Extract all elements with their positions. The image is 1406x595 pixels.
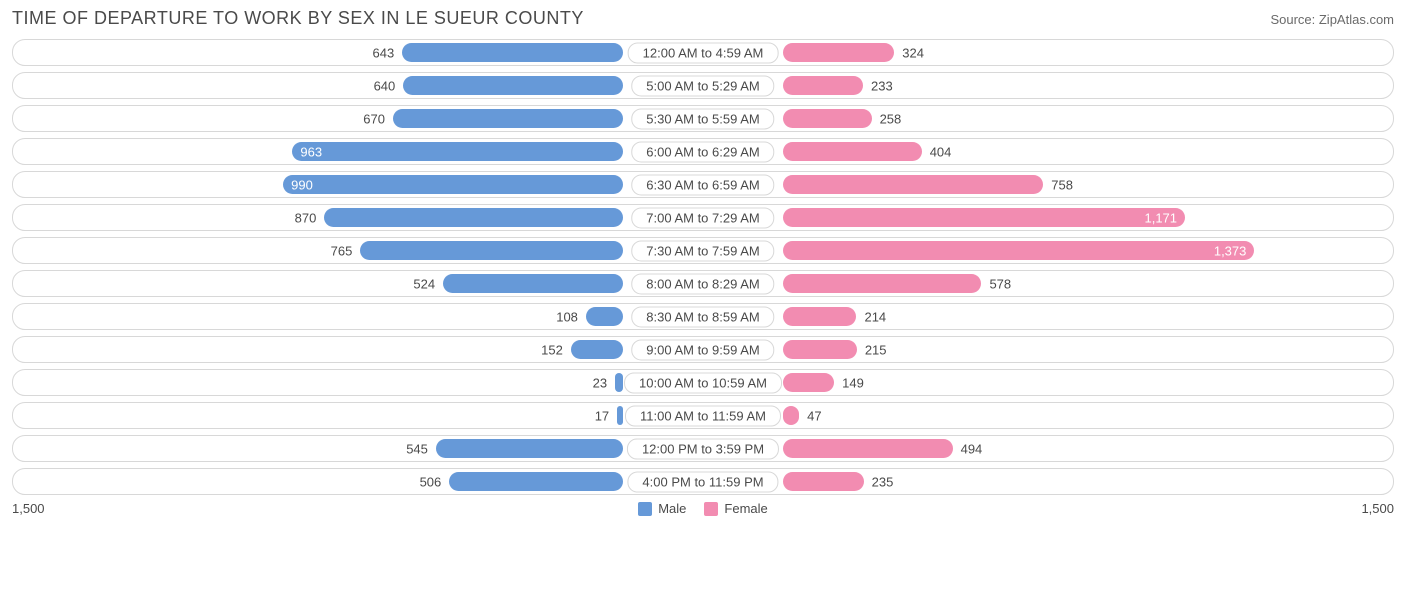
chart-header: TIME OF DEPARTURE TO WORK BY SEX IN LE S… [12,8,1394,29]
row-label: 5:30 AM to 5:59 AM [631,108,774,129]
bar-female [783,274,981,293]
axis-max-left: 1,500 [12,501,45,516]
chart-row: 545 494 12:00 PM to 3:59 PM [12,435,1394,462]
axis-max-right: 1,500 [1361,501,1394,516]
value-male: 640 [374,78,396,93]
value-male: 506 [420,474,442,489]
chart-row: 963 404 6:00 AM to 6:29 AM [12,138,1394,165]
value-male: 23 [593,375,607,390]
bar-male [402,43,623,62]
value-female: 404 [930,144,952,159]
value-male: 990 [291,177,313,192]
value-male: 765 [331,243,353,258]
value-female: 494 [961,441,983,456]
value-female: 758 [1051,177,1073,192]
value-male: 524 [413,276,435,291]
chart-row: 152 215 9:00 AM to 9:59 AM [12,336,1394,363]
value-female: 578 [989,276,1011,291]
value-female: 233 [871,78,893,93]
value-female: 324 [902,45,924,60]
diverging-bar-chart: 643 324 12:00 AM to 4:59 AM 640 233 5:00 AM t… [12,39,1394,495]
bar-male [571,340,623,359]
legend: Male Female [638,501,768,516]
chart-row: 765 1,373 7:30 AM to 7:59 AM [12,237,1394,264]
chart-title: TIME OF DEPARTURE TO WORK BY SEX IN LE S… [12,8,584,29]
chart-row: 640 233 5:00 AM to 5:29 AM [12,72,1394,99]
value-male: 545 [406,441,428,456]
bar-female [783,76,863,95]
bar-female [783,208,1185,227]
bar-female [783,439,953,458]
bar-male [443,274,623,293]
bar-male [360,241,623,260]
bar-male [436,439,623,458]
value-male: 670 [363,111,385,126]
value-female: 47 [807,408,821,423]
bar-female [783,307,856,326]
row-label: 7:00 AM to 7:29 AM [631,207,774,228]
bar-male [403,76,623,95]
chart-row: 670 258 5:30 AM to 5:59 AM [12,105,1394,132]
bar-female [783,373,834,392]
bar-female [783,175,1043,194]
row-label: 7:30 AM to 7:59 AM [631,240,774,261]
chart-row: 506 235 4:00 PM to 11:59 PM [12,468,1394,495]
row-label: 8:00 AM to 8:29 AM [631,273,774,294]
row-label: 12:00 PM to 3:59 PM [627,438,779,459]
row-label: 11:00 AM to 11:59 AM [625,405,781,426]
bar-male [615,373,623,392]
bar-male [324,208,623,227]
legend-label-female: Female [724,501,767,516]
value-female: 149 [842,375,864,390]
row-label: 9:00 AM to 9:59 AM [631,339,774,360]
bar-female [783,340,857,359]
bar-female [783,241,1254,260]
value-male: 870 [295,210,317,225]
row-label: 5:00 AM to 5:29 AM [631,75,774,96]
bar-male [586,307,623,326]
value-male: 643 [373,45,395,60]
legend-swatch-female [704,502,718,516]
chart-source: Source: ZipAtlas.com [1270,12,1394,27]
bar-male [449,472,623,491]
bar-male [617,406,623,425]
chart-row: 108 214 8:30 AM to 8:59 AM [12,303,1394,330]
value-female: 215 [865,342,887,357]
value-male: 152 [541,342,563,357]
value-female: 235 [872,474,894,489]
bar-female [783,109,872,128]
row-label: 6:00 AM to 6:29 AM [631,141,774,162]
bar-female [783,142,922,161]
chart-row: 870 1,171 7:00 AM to 7:29 AM [12,204,1394,231]
value-male: 963 [300,144,322,159]
row-label: 12:00 AM to 4:59 AM [628,42,779,63]
value-female: 1,373 [1214,243,1247,258]
legend-swatch-male [638,502,652,516]
legend-item-female: Female [704,501,767,516]
chart-row: 23 149 10:00 AM to 10:59 AM [12,369,1394,396]
row-label: 10:00 AM to 10:59 AM [624,372,782,393]
value-male: 17 [595,408,609,423]
bar-female [783,472,864,491]
chart-row: 17 47 11:00 AM to 11:59 AM [12,402,1394,429]
value-female: 258 [880,111,902,126]
row-label: 4:00 PM to 11:59 PM [627,471,778,492]
legend-item-male: Male [638,501,686,516]
row-label: 8:30 AM to 8:59 AM [631,306,774,327]
axis-row: 1,500 Male Female 1,500 [12,501,1394,516]
bar-male [292,142,623,161]
bar-female [783,43,894,62]
value-female: 1,171 [1144,210,1177,225]
bar-male [283,175,623,194]
value-male: 108 [556,309,578,324]
bar-female [783,406,799,425]
value-female: 214 [864,309,886,324]
chart-row: 990 758 6:30 AM to 6:59 AM [12,171,1394,198]
row-label: 6:30 AM to 6:59 AM [631,174,774,195]
legend-label-male: Male [658,501,686,516]
bar-male [393,109,623,128]
chart-row: 643 324 12:00 AM to 4:59 AM [12,39,1394,66]
chart-row: 524 578 8:00 AM to 8:29 AM [12,270,1394,297]
